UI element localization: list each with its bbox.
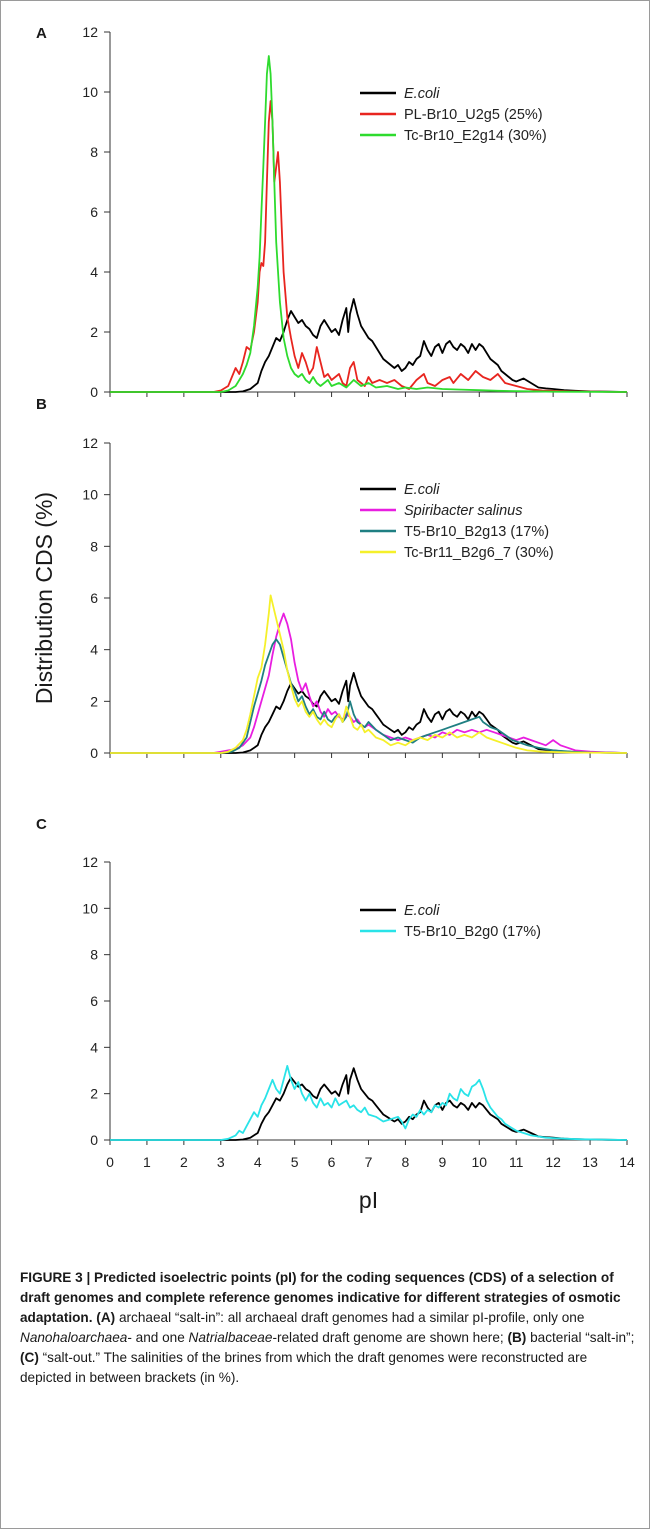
figure-caption: FIGURE 3 | Predicted isoelectric points … [20, 1268, 640, 1388]
caption-c-text: “salt-out.” The salinities of the brines… [20, 1350, 588, 1385]
y-tick-label: 2 [90, 1086, 98, 1102]
y-tick-label: 12 [82, 435, 98, 451]
caption-b-label: (B) [507, 1330, 527, 1345]
legend-label: Spiribacter salinus [404, 503, 522, 519]
series-line-0 [110, 298, 628, 393]
series-line-1 [110, 1065, 628, 1141]
x-tick-label: 13 [582, 1154, 598, 1170]
x-tick-label: 9 [438, 1154, 446, 1170]
x-tick-label: 1 [143, 1154, 151, 1170]
series-line-1 [110, 100, 628, 393]
x-tick-label: 5 [291, 1154, 299, 1170]
caption-a-italic-1: Nanohaloarchaea [20, 1330, 128, 1345]
legend-label: T5-Br10_B2g0 (17%) [404, 924, 541, 940]
y-tick-label: 0 [90, 745, 98, 761]
y-tick-label: 12 [82, 24, 98, 40]
y-tick-label: 8 [90, 538, 98, 554]
caption-a-text-1: archaeal “salt-in”: all archaeal draft g… [115, 1310, 585, 1325]
caption-a-text-3: -related draft genome are shown here; [272, 1330, 508, 1345]
x-tick-label: 8 [402, 1154, 410, 1170]
y-tick-label: 6 [90, 204, 98, 220]
legend-label: Tc-Br10_E2g14 (30%) [404, 128, 547, 144]
caption-a-italic-2: Natrialbaceae [188, 1330, 273, 1345]
y-tick-label: 8 [90, 144, 98, 160]
caption-title: FIGURE 3 | Predicted isoelectric points … [20, 1270, 621, 1325]
x-axis-label: pI [359, 1187, 378, 1213]
x-tick-label: 10 [471, 1154, 487, 1170]
series-line-0 [110, 1067, 628, 1141]
y-tick-label: 10 [82, 487, 98, 503]
y-tick-label: 4 [90, 642, 98, 658]
x-tick-label: 7 [365, 1154, 373, 1170]
y-tick-label: 8 [90, 947, 98, 963]
y-tick-label: 6 [90, 590, 98, 606]
y-tick-label: 10 [82, 900, 98, 916]
legend-label: E.coli [404, 482, 440, 498]
y-tick-label: 12 [82, 854, 98, 870]
panel-label: C [36, 816, 47, 833]
legend-label: E.coli [404, 903, 440, 919]
y-tick-label: 2 [90, 324, 98, 340]
panel-label: A [36, 25, 47, 42]
panel-label: B [36, 396, 47, 413]
series-line-2 [110, 55, 628, 393]
caption-a-label: (A) [96, 1310, 116, 1325]
x-tick-label: 11 [509, 1154, 524, 1170]
caption-b-text: bacterial “salt-in”; [526, 1330, 635, 1345]
series-line-3 [110, 594, 628, 754]
x-tick-label: 0 [106, 1154, 114, 1170]
panel-a: A 0 2 4 6 8 10 12 E.coli PL-Br10_U2g5 (25%) Tc-Br1… [36, 24, 628, 400]
series-line-0 [110, 672, 628, 754]
y-tick-label: 10 [82, 84, 98, 100]
y-tick-label: 0 [90, 1132, 98, 1148]
y-tick-label: 0 [90, 384, 98, 400]
y-tick-label: 4 [90, 264, 98, 280]
caption-a-text-2: - and one [127, 1330, 189, 1345]
x-tick-label: 4 [254, 1154, 262, 1170]
legend-label: T5-Br10_B2g13 (17%) [404, 524, 549, 540]
y-tick-label: 6 [90, 993, 98, 1009]
x-tick-label: 2 [180, 1154, 188, 1170]
y-axis-label: Distribution CDS (%) [31, 492, 57, 704]
caption-c-label: (C) [20, 1350, 39, 1365]
x-tick-label: 14 [619, 1154, 635, 1170]
x-tick-label: 12 [545, 1154, 561, 1170]
panel-b: B 0 2 4 6 8 10 12 E.coli Spiribacter salinus T5-Br… [36, 396, 628, 761]
y-tick-label: 2 [90, 693, 98, 709]
y-tick-label: 4 [90, 1039, 98, 1055]
legend-label: E.coli [404, 86, 440, 102]
x-tick-label: 6 [328, 1154, 336, 1170]
series-line-1 [110, 612, 628, 754]
legend-label: PL-Br10_U2g5 (25%) [404, 107, 543, 123]
legend-label: Tc-Br11_B2g6_7 (30%) [404, 545, 554, 561]
x-tick-label: 3 [217, 1154, 225, 1170]
series-line-2 [110, 638, 628, 754]
